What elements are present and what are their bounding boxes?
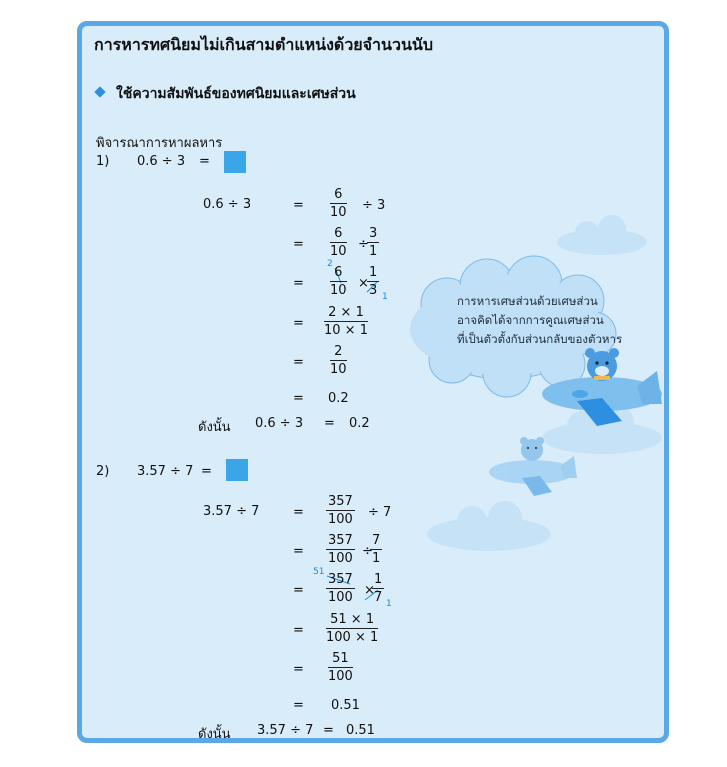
- cancel-note: 51: [313, 567, 325, 577]
- conclusion-value: 0.2: [349, 416, 370, 431]
- cloud-left-bottom: [427, 501, 551, 551]
- operation-text: ÷ 3: [362, 198, 386, 213]
- page-title: การหารทศนิยมไม่เกินสามตำแหน่งด้วยจำนวนนั…: [94, 35, 433, 54]
- fraction: 6 10: [330, 187, 347, 220]
- example1-number: 1): [96, 154, 110, 169]
- fraction: 2 × 1 10 × 1: [324, 305, 368, 338]
- numerator: 7: [370, 533, 383, 550]
- cloud-right-top: [557, 215, 647, 255]
- cancel-note: 1: [382, 292, 388, 302]
- numerator: 6: [330, 265, 347, 282]
- denominator: 10: [330, 362, 347, 377]
- conclusion-expression: 0.6 ÷ 3: [255, 416, 304, 431]
- equals-sign: =: [293, 237, 304, 252]
- therefore-label: ดังนั้น: [198, 727, 231, 742]
- numerator: 51: [328, 651, 353, 668]
- denominator: 10 × 1: [324, 323, 368, 338]
- denominator: 10: [330, 283, 347, 298]
- numerator: 51 × 1: [326, 612, 379, 629]
- denominator: 1: [369, 244, 378, 259]
- equals-sign: =: [293, 623, 304, 638]
- equals-sign: =: [293, 505, 304, 520]
- numerator: 2 × 1: [324, 305, 368, 322]
- fraction: 6 10: [330, 226, 347, 259]
- numerator: 357: [326, 533, 355, 550]
- denominator: 10: [330, 205, 347, 220]
- fraction: 51 × 1 100 × 1: [326, 612, 379, 645]
- example2-number: 2): [96, 464, 110, 479]
- numerator: 1: [367, 265, 380, 282]
- decorative-clouds-and-planes: [326, 215, 662, 601]
- result-value: 0.2: [328, 391, 349, 406]
- denominator: 100: [328, 512, 353, 527]
- denominator: 10: [330, 244, 347, 259]
- instruction-text: พิจารณาการหาผลหาร: [96, 136, 223, 151]
- operator: ÷: [362, 544, 373, 559]
- conclusion-value: 0.51: [346, 723, 375, 738]
- equals-sign: =: [293, 355, 304, 370]
- denominator: 100: [328, 551, 353, 566]
- denominator: 1: [372, 551, 381, 566]
- example1-prompt: 0.6 ÷ 3: [137, 154, 186, 169]
- example2-lhs: 3.57 ÷ 7: [203, 504, 260, 519]
- numerator: 3: [367, 226, 380, 243]
- equals-sign: =: [293, 698, 304, 713]
- numerator: 1: [372, 572, 385, 589]
- denominator: 100 × 1: [326, 630, 379, 645]
- operator: ×: [364, 583, 375, 598]
- equals-sign: =: [293, 276, 304, 291]
- diamond-bullet-icon: [94, 86, 106, 98]
- section-subtitle: ใช้ความสัมพันธ์ของทศนิยมและเศษส่วน: [94, 83, 356, 105]
- bubble-line: การหารเศษส่วนด้วยเศษส่วน: [457, 294, 598, 308]
- answer-box: [226, 459, 248, 481]
- content-panel: การหารทศนิยมไม่เกินสามตำแหน่งด้วยจำนวนนั…: [77, 21, 669, 743]
- fraction: 357 100: [326, 494, 355, 527]
- denominator: 7: [374, 590, 383, 605]
- bubble-line: อาจคิดได้จากการคูณเศษส่วน: [457, 313, 604, 327]
- operator: ×: [358, 276, 369, 291]
- section-subtitle-text: ใช้ความสัมพันธ์ของทศนิยมและเศษส่วน: [116, 86, 356, 102]
- denominator: 100: [328, 669, 353, 684]
- example1-lhs: 0.6 ÷ 3: [203, 197, 252, 212]
- cancel-note: 1: [386, 599, 392, 609]
- equals-sign: =: [323, 723, 334, 738]
- equals-sign: =: [293, 198, 304, 213]
- fraction: 357 100: [326, 533, 355, 566]
- equals-sign: =: [293, 391, 304, 406]
- fraction: 51 100: [328, 651, 353, 684]
- answer-box: [224, 151, 246, 173]
- bubble-line: ที่เป็นตัวตั้งกับส่วนกลับของตัวหาร: [457, 332, 623, 346]
- equals-sign: =: [293, 662, 304, 677]
- example2-prompt: 3.57 ÷ 7: [137, 464, 194, 479]
- numerator: 6: [330, 187, 347, 204]
- equals-sign: =: [293, 583, 304, 598]
- numerator: 2: [330, 344, 347, 361]
- result-value: 0.51: [331, 698, 360, 713]
- conclusion-expression: 3.57 ÷ 7: [257, 723, 314, 738]
- numerator: 357: [326, 572, 355, 589]
- denominator: 3: [369, 283, 378, 298]
- fraction: 357 100: [326, 572, 355, 605]
- cancel-note: 2: [327, 259, 333, 269]
- fraction: 2 10: [330, 344, 347, 377]
- equals-sign: =: [293, 544, 304, 559]
- equals-sign: =: [201, 464, 212, 479]
- equals-sign: =: [324, 416, 335, 431]
- operator: ÷: [358, 237, 369, 252]
- therefore-label: ดังนั้น: [198, 420, 231, 435]
- numerator: 6: [330, 226, 347, 243]
- numerator: 357: [326, 494, 355, 511]
- operation-text: ÷ 7: [368, 505, 392, 520]
- bear-plane-small: [489, 437, 577, 496]
- denominator: 100: [328, 590, 353, 605]
- fraction: 6 10: [330, 265, 347, 298]
- equals-sign: =: [293, 316, 304, 331]
- bubble-hint-text: การหารเศษส่วนด้วยเศษส่วน อาจคิดได้จากการ…: [457, 292, 622, 349]
- bear-plane-large: [542, 348, 662, 426]
- equals-sign: =: [199, 154, 210, 169]
